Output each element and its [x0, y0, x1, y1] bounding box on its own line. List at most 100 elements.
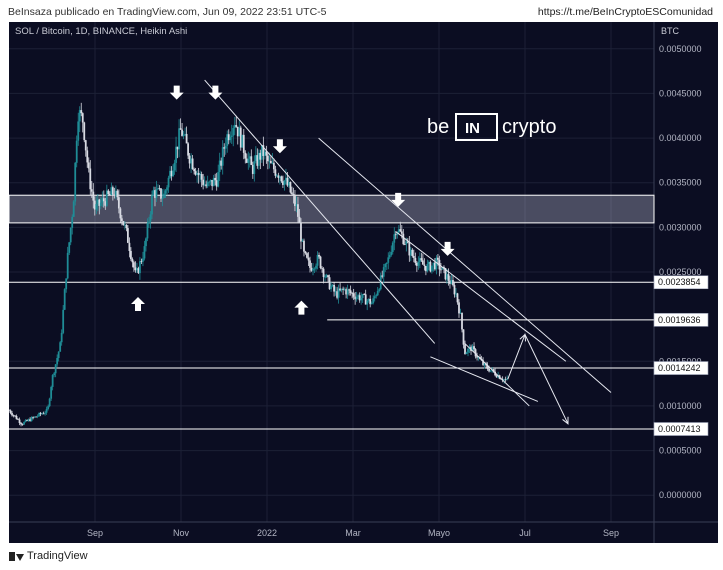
candle-body [277, 175, 280, 178]
y-tick-label: 0.0025000 [659, 267, 702, 277]
candle-body [355, 296, 358, 300]
candle-body [185, 133, 188, 144]
candle-body [315, 265, 317, 269]
candle-body [239, 127, 242, 148]
candle-body [59, 342, 62, 352]
candle-body [29, 419, 31, 422]
candle-body [423, 264, 426, 266]
candle-body [223, 147, 226, 149]
candle-body [92, 191, 95, 201]
candle-body [309, 260, 311, 268]
candle-body [266, 155, 269, 162]
candle-body [133, 262, 135, 268]
candle-body [130, 250, 132, 260]
candle-body [152, 190, 155, 196]
candle-body [202, 179, 205, 186]
candle-body [196, 172, 199, 175]
tradingview-brand[interactable]: TradingView [9, 550, 88, 562]
x-tick-label: Sep [87, 528, 103, 538]
y-tick-label: 0.0030000 [659, 222, 702, 232]
x-tick-label: Jul [519, 528, 531, 538]
candle-body [96, 199, 99, 205]
candle-body [35, 416, 37, 418]
candle-body [483, 363, 486, 366]
candle-body [477, 357, 480, 358]
candle-body [328, 277, 331, 290]
candle-body [90, 189, 93, 192]
candle-body [393, 234, 396, 243]
candle-body [378, 289, 381, 291]
candle-body [256, 155, 259, 166]
candle-body [473, 346, 475, 350]
candle-body [143, 246, 146, 259]
candle-body [157, 188, 159, 190]
candle-body [32, 417, 34, 419]
candle-body [23, 422, 25, 425]
candle-body [212, 177, 215, 187]
candle-body [418, 258, 421, 262]
candle-body [12, 415, 15, 417]
candle-body [160, 188, 162, 199]
candle-body [443, 266, 445, 269]
sol-btc-chart[interactable]: be IN crypto SOL / Bitcoin, 1D, BINANCE,… [8, 22, 718, 543]
candle-body [8, 410, 10, 412]
beincrypto-watermark: be IN crypto [427, 113, 556, 141]
candle-body [271, 162, 274, 164]
candle-body [446, 274, 448, 280]
resistance-zone [8, 194, 655, 224]
candle-body [48, 398, 51, 407]
candle-body [193, 169, 196, 172]
x-tick-label: Mar [345, 528, 361, 538]
candle-body [178, 128, 180, 150]
watermark-in: IN [465, 120, 480, 137]
candle-body [245, 158, 248, 163]
y-tick-label: 0.0000000 [659, 490, 702, 500]
candle-body [280, 176, 283, 182]
candle-body [274, 169, 277, 176]
candle-body [68, 242, 71, 253]
candle-body [285, 177, 287, 181]
candle-body [33, 416, 36, 418]
candle-body [385, 262, 388, 264]
candle-body [486, 365, 489, 369]
y-tick-label: 0.0010000 [659, 401, 702, 411]
candle-body [316, 254, 319, 266]
candle-body [476, 356, 478, 358]
candle-body [474, 349, 477, 357]
horizontal-levels [9, 281, 654, 430]
candle-body [414, 257, 417, 263]
candle-body [151, 195, 153, 215]
candle-body [164, 190, 167, 194]
candle-body [191, 158, 194, 170]
candle-body [187, 143, 189, 156]
candle-body [155, 189, 158, 198]
price-label-text: 0.0014242 [658, 363, 701, 373]
candle-body [75, 140, 78, 163]
candle-body [447, 274, 450, 281]
candle-body [89, 168, 92, 190]
candle-body [321, 267, 323, 269]
candle-body [366, 300, 369, 305]
candle-body [206, 182, 209, 187]
candle-body [327, 275, 329, 278]
candle-body [369, 298, 372, 305]
y-tick-label: 0.0035000 [659, 178, 702, 188]
watermark-box [455, 113, 498, 141]
candle-body [482, 360, 484, 366]
candle-body [181, 129, 183, 136]
candle-body [190, 158, 193, 164]
candle-body [44, 412, 47, 414]
candle-body [420, 258, 423, 261]
candle-body [71, 216, 74, 228]
chart-area[interactable]: be IN crypto SOL / Bitcoin, 1D, BINANCE,… [8, 22, 718, 543]
candle-body [217, 172, 220, 187]
candle-body [330, 286, 332, 290]
candle-body [128, 242, 131, 251]
candle-body [411, 249, 414, 256]
x-tick-label: Nov [173, 528, 190, 538]
candle-body [42, 413, 45, 415]
candle-body [172, 170, 174, 177]
community-link[interactable]: https://t.me/BeInCryptoESComunidad [537, 6, 713, 18]
candle-body [78, 110, 81, 122]
candle-body [349, 290, 352, 294]
